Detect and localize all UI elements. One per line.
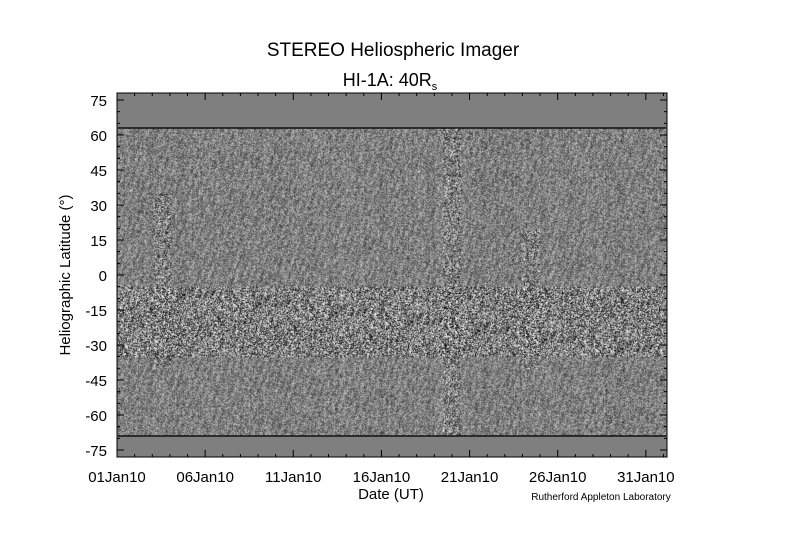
y-tick-label: -60 bbox=[85, 408, 107, 425]
x-tick-label: 01Jan10 bbox=[88, 469, 146, 486]
x-tick-label: 06Jan10 bbox=[176, 469, 234, 486]
y-tick-label: 15 bbox=[90, 233, 107, 250]
plot-area bbox=[116, 92, 668, 458]
y-axis: 75 60 45 30 15 0 -15 -30 -45 -60 -75 bbox=[85, 93, 667, 460]
y-tick-label: 30 bbox=[90, 198, 107, 215]
y-tick-label: -15 bbox=[85, 303, 107, 320]
heatmap-raster bbox=[118, 128, 666, 436]
x-tick-label: 16Jan10 bbox=[353, 469, 411, 486]
heatmap-image bbox=[118, 127, 666, 437]
chart-subtitle: HI-1A: 40Rs bbox=[343, 70, 438, 93]
y-tick-label: -75 bbox=[85, 443, 107, 460]
y-tick-label: 0 bbox=[99, 268, 107, 285]
chart-title: STEREO Heliospheric Imager bbox=[267, 40, 520, 61]
x-tick-label: 21Jan10 bbox=[441, 469, 499, 486]
x-tick-label: 31Jan10 bbox=[617, 469, 675, 486]
chart-subtitle-main: HI-1A: 40R bbox=[343, 70, 432, 90]
credit-label: Rutherford Appleton Laboratory bbox=[531, 492, 671, 503]
y-tick-label: -45 bbox=[85, 373, 107, 390]
x-axis: 01Jan10 06Jan10 11Jan10 16Jan10 21Jan10 26Jan… bbox=[88, 93, 675, 486]
y-tick-label: -30 bbox=[85, 338, 107, 355]
y-tick-label: 60 bbox=[90, 128, 107, 145]
x-axis-label: Date (UT) bbox=[358, 486, 424, 503]
chart-subtitle-sub: s bbox=[432, 81, 438, 93]
x-tick-label: 26Jan10 bbox=[529, 469, 587, 486]
y-tick-label: 45 bbox=[90, 163, 107, 180]
y-tick-label: 75 bbox=[90, 93, 107, 110]
y-axis-label: Heliographic Latitude (°) bbox=[57, 194, 74, 355]
x-tick-label: 11Jan10 bbox=[265, 469, 321, 486]
